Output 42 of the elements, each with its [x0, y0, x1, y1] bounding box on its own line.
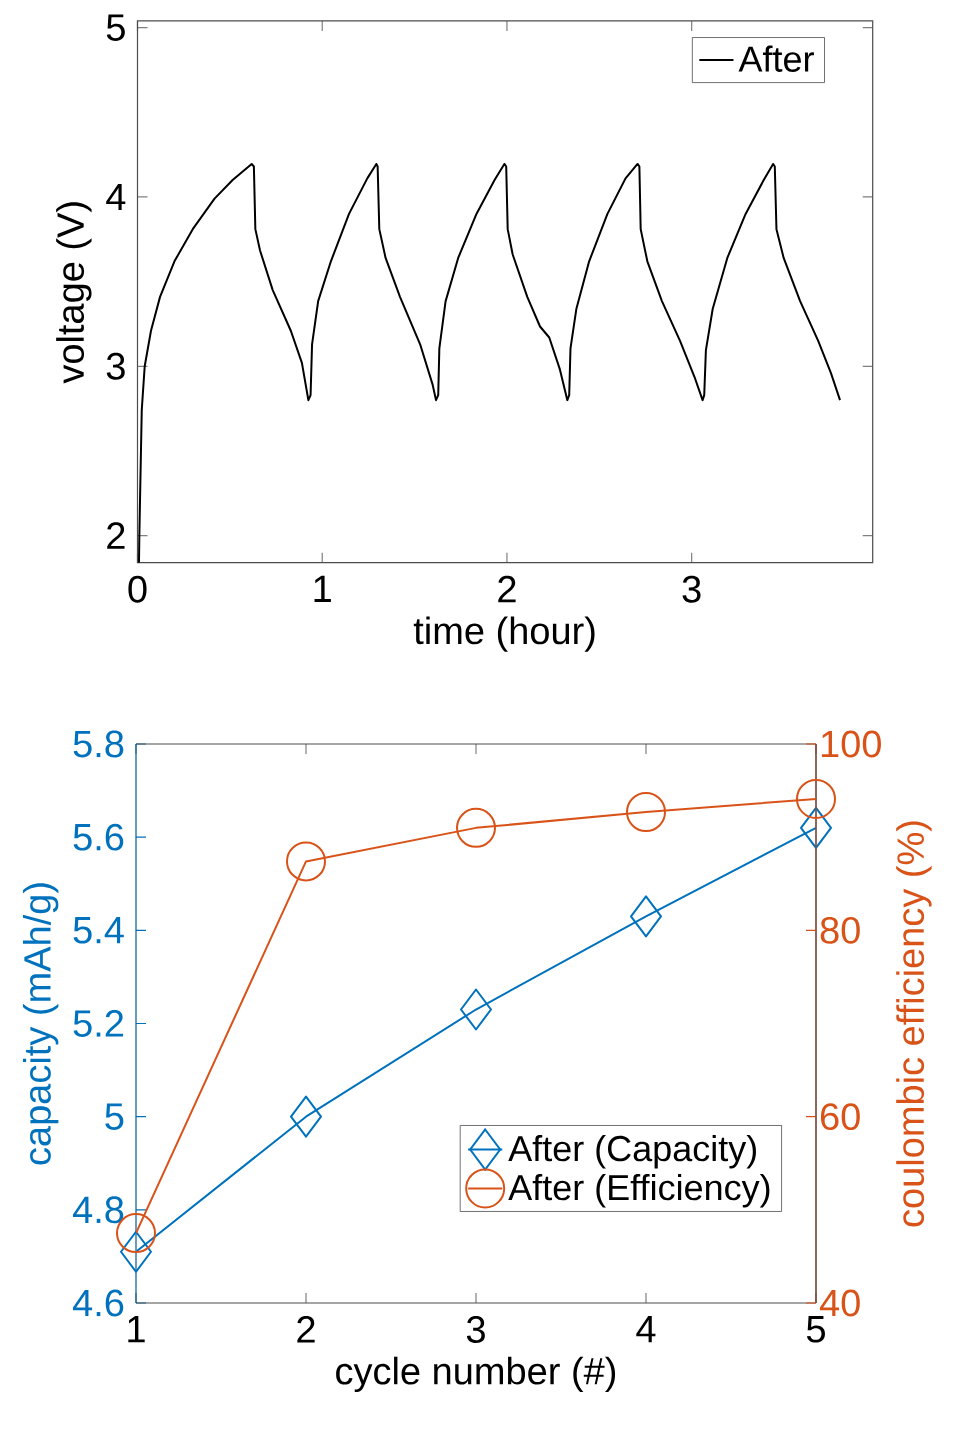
x-tick-label: 0 — [128, 575, 147, 603]
y-tick-label: 5.8 — [73, 730, 124, 758]
y-tick-label: 4.8 — [72, 1196, 124, 1224]
point — [290, 1095, 322, 1138]
y2-tick-label: 100 — [821, 730, 881, 758]
y2-tick-label: 80 — [820, 916, 860, 944]
point — [799, 806, 832, 849]
y-tick-label: 3 — [106, 352, 125, 380]
y-tick-label: 4.6 — [72, 1289, 124, 1317]
y-tick-label: 5.2 — [73, 1010, 124, 1037]
y2-tick-label: 60 — [820, 1103, 860, 1131]
x-tick-label: 1 — [314, 575, 331, 602]
x-tick-label: 3 — [466, 1316, 485, 1343]
point — [120, 1230, 152, 1273]
point — [626, 792, 666, 833]
x-tick-label: 4 — [636, 1316, 656, 1343]
point — [460, 988, 492, 1031]
y-tick-label: 2 — [107, 522, 125, 549]
x-tick-label: 3 — [682, 575, 701, 603]
point — [795, 778, 836, 819]
y-tick-label: 5.6 — [73, 823, 124, 851]
y-tick-label: 5.4 — [73, 917, 124, 944]
x-tick-label: 2 — [498, 575, 516, 603]
legend-label: After (Capacity) — [508, 1134, 756, 1169]
y2-tick-label: 40 — [819, 1289, 860, 1317]
y-axis-title: voltage (V) — [56, 202, 92, 384]
x-axis-title: time (hour) — [413, 616, 595, 652]
line-series — [137, 162, 842, 563]
x-tick-label: 5 — [806, 1316, 825, 1343]
y-tick-label: 5 — [105, 1103, 124, 1130]
x-axis-title: cycle number (#) — [336, 1356, 616, 1393]
y-tick-label: 5 — [106, 14, 125, 41]
y-axis-title: capacity (mAh/g) — [22, 883, 59, 1165]
y-tick-label: 4 — [106, 183, 126, 211]
y2-axis-title: coulombic efficiency (%) — [896, 821, 932, 1227]
x-tick-label: 1 — [128, 1316, 145, 1343]
point — [629, 895, 662, 938]
point — [456, 807, 496, 848]
legend-label: After (Efficiency) — [508, 1173, 770, 1208]
x-tick-label: 2 — [297, 1316, 315, 1343]
legend-label: After — [738, 45, 814, 72]
point — [286, 841, 326, 882]
